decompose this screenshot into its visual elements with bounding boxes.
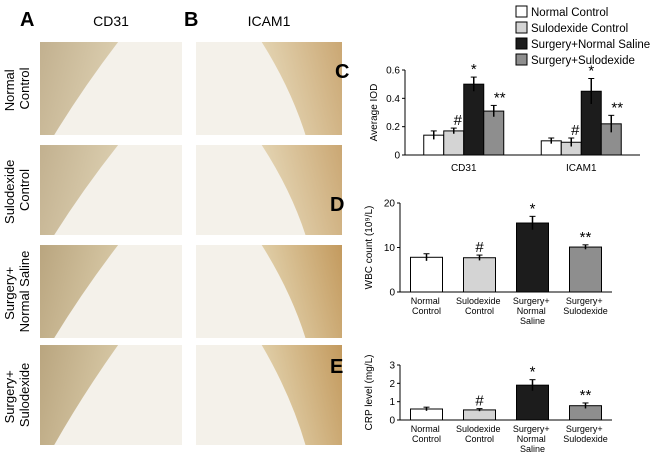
row-label: Sulodexide Control (2, 156, 32, 224)
legend-swatch (515, 37, 528, 50)
bar (516, 222, 549, 293)
bar (463, 409, 496, 421)
y-axis-label: Average IOD (369, 84, 380, 142)
panel-label: E (330, 356, 343, 378)
significance: # (475, 239, 484, 256)
bar (410, 256, 443, 293)
legend-swatch (515, 53, 528, 66)
panel-label: C (335, 61, 349, 83)
stain-label: ICAM1 (248, 13, 291, 29)
x-tick-label: ICAM1 (566, 163, 597, 174)
x-tick-label: Surgery+ Sulodexide (563, 296, 608, 316)
bar (483, 110, 505, 156)
tissue (40, 42, 119, 135)
significance: * (471, 61, 477, 78)
significance: # (454, 112, 463, 129)
bar (569, 246, 602, 293)
x-tick-label: Sulodexide Control (456, 296, 503, 316)
tissue (40, 345, 119, 445)
x-tick-label: Normal Control (411, 424, 443, 444)
legend-label: Normal Control (531, 7, 608, 19)
significance: * (530, 364, 536, 381)
y-tick-label: 0 (389, 416, 395, 427)
significance: * (530, 200, 536, 217)
tissue (40, 245, 119, 338)
tissue (261, 145, 342, 235)
bar (463, 83, 485, 156)
x-tick-label: CD31 (451, 163, 477, 174)
tissue (40, 145, 119, 235)
y-tick-label: 3 (389, 361, 395, 372)
tissue (261, 345, 342, 445)
x-tick-label: Normal Control (411, 296, 443, 316)
legend-swatch (515, 5, 528, 18)
significance: ** (580, 387, 592, 404)
stain-label: CD31 (93, 13, 129, 29)
y-tick-label: 0.4 (386, 94, 400, 105)
x-tick-label: Surgery+ Normal Saline (513, 296, 552, 326)
significance: # (571, 122, 580, 139)
y-tick-label: 0.2 (386, 122, 400, 133)
y-tick-label: 0 (394, 151, 400, 162)
y-tick-label: 0 (389, 288, 395, 299)
row-label: Normal Control (2, 66, 32, 112)
panel-label: A (20, 9, 34, 31)
tissue (261, 42, 342, 135)
legend-label: Surgery+Sulodexide (531, 55, 635, 67)
x-tick-label: Surgery+ Sulodexide (563, 424, 608, 444)
panel-label: D (330, 194, 344, 216)
y-tick-label: 20 (384, 199, 396, 210)
significance: ** (580, 229, 592, 246)
y-tick-label: 10 (384, 243, 396, 254)
y-tick-label: 1 (389, 397, 395, 408)
legend-swatch (515, 21, 528, 34)
tissue (261, 245, 342, 338)
y-tick-label: 2 (389, 379, 395, 390)
row-label: Surgery+ Sulodexide (2, 363, 32, 427)
legend-label: Surgery+Normal Saline (531, 39, 650, 51)
significance: # (475, 393, 484, 410)
y-axis-label: CRP level (mg/L) (364, 355, 375, 431)
x-tick-label: Surgery+ Normal Saline (513, 424, 552, 454)
y-tick-label: 0.6 (386, 66, 400, 77)
bar (443, 130, 465, 156)
x-tick-label: Sulodexide Control (456, 424, 503, 444)
row-label: Surgery+ Normal Saline (2, 251, 32, 333)
significance: * (588, 63, 594, 80)
significance: ** (611, 99, 623, 116)
panel-label: B (184, 9, 198, 31)
significance: ** (494, 89, 506, 106)
y-axis-label: WBC count (10⁹/L) (364, 206, 375, 290)
legend-label: Sulodexide Control (531, 23, 628, 35)
bar (463, 257, 496, 293)
